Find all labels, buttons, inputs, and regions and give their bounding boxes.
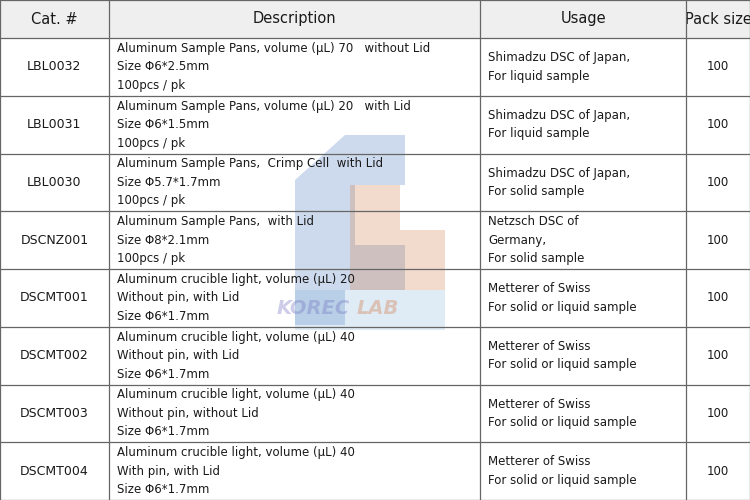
Bar — [0, 38, 750, 96]
Text: Shimadzu DSC of Japan,
For solid sample: Shimadzu DSC of Japan, For solid sample — [488, 166, 630, 198]
Text: Aluminum crucible light, volume (μL) 40
With pin, with Lid
Size Φ6*1.7mm: Aluminum crucible light, volume (μL) 40 … — [117, 446, 355, 496]
Text: Metterer of Swiss
For solid or liquid sample: Metterer of Swiss For solid or liquid sa… — [488, 398, 637, 429]
Text: LBL0032: LBL0032 — [27, 60, 82, 74]
Bar — [0, 0, 750, 38]
Text: Cat. #: Cat. # — [31, 12, 78, 26]
Text: Metterer of Swiss
For solid or liquid sample: Metterer of Swiss For solid or liquid sa… — [488, 456, 637, 487]
Bar — [0, 327, 750, 384]
Bar — [0, 442, 750, 500]
Text: Aluminum crucible light, volume (μL) 40
Without pin, with Lid
Size Φ6*1.7mm: Aluminum crucible light, volume (μL) 40 … — [117, 330, 355, 380]
Text: Aluminum Sample Pans, volume (μL) 70   without Lid
Size Φ6*2.5mm
100pcs / pk: Aluminum Sample Pans, volume (μL) 70 wit… — [117, 42, 430, 92]
Text: Aluminum Sample Pans,  with Lid
Size Φ8*2.1mm
100pcs / pk: Aluminum Sample Pans, with Lid Size Φ8*2… — [117, 215, 314, 265]
Text: DSCMT004: DSCMT004 — [20, 464, 88, 477]
Text: 100: 100 — [707, 118, 729, 131]
Text: Metterer of Swiss
For solid or liquid sample: Metterer of Swiss For solid or liquid sa… — [488, 340, 637, 372]
Text: 100: 100 — [707, 292, 729, 304]
Text: Usage: Usage — [560, 12, 606, 26]
Text: DSCNZ001: DSCNZ001 — [20, 234, 88, 246]
Text: DSCMT003: DSCMT003 — [20, 407, 88, 420]
Polygon shape — [350, 185, 445, 290]
Text: Aluminum Sample Pans,  Crimp Cell  with Lid
Size Φ5.7*1.7mm
100pcs / pk: Aluminum Sample Pans, Crimp Cell with Li… — [117, 158, 382, 208]
Text: Shimadzu DSC of Japan,
For liquid sample: Shimadzu DSC of Japan, For liquid sample — [488, 51, 630, 82]
Bar — [0, 154, 750, 211]
Text: Aluminum crucible light, volume (μL) 40
Without pin, without Lid
Size Φ6*1.7mm: Aluminum crucible light, volume (μL) 40 … — [117, 388, 355, 438]
Polygon shape — [295, 290, 445, 330]
Text: Netzsch DSC of
Germany,
For solid sample: Netzsch DSC of Germany, For solid sample — [488, 215, 584, 265]
Text: 100: 100 — [707, 176, 729, 189]
Text: 100: 100 — [707, 60, 729, 74]
Text: 100: 100 — [707, 234, 729, 246]
Bar — [0, 384, 750, 442]
Text: DSCMT002: DSCMT002 — [20, 349, 88, 362]
Text: LBL0031: LBL0031 — [27, 118, 82, 131]
Text: Shimadzu DSC of Japan,
For liquid sample: Shimadzu DSC of Japan, For liquid sample — [488, 109, 630, 140]
Text: Aluminum crucible light, volume (μL) 20
Without pin, with Lid
Size Φ6*1.7mm: Aluminum crucible light, volume (μL) 20 … — [117, 273, 355, 323]
Text: Metterer of Swiss
For solid or liquid sample: Metterer of Swiss For solid or liquid sa… — [488, 282, 637, 314]
Text: Description: Description — [253, 12, 336, 26]
Polygon shape — [295, 135, 405, 325]
Text: 100: 100 — [707, 349, 729, 362]
Text: 100: 100 — [707, 407, 729, 420]
Text: Aluminum Sample Pans, volume (μL) 20   with Lid
Size Φ6*1.5mm
100pcs / pk: Aluminum Sample Pans, volume (μL) 20 wit… — [117, 100, 411, 150]
Text: DSCMT001: DSCMT001 — [20, 292, 88, 304]
Text: LAB: LAB — [357, 298, 399, 318]
Bar — [0, 211, 750, 269]
Bar — [0, 96, 750, 154]
Bar — [0, 269, 750, 327]
Text: LBL0030: LBL0030 — [27, 176, 82, 189]
Text: Pack size: Pack size — [685, 12, 750, 26]
Text: 100: 100 — [707, 464, 729, 477]
Text: KOREC: KOREC — [277, 298, 350, 318]
